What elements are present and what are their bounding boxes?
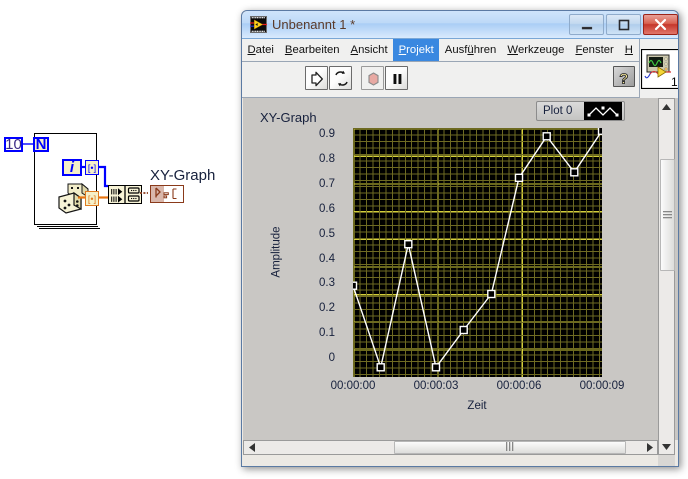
svg-text:?: ? (619, 71, 628, 88)
svg-text:1: 1 (671, 75, 678, 89)
